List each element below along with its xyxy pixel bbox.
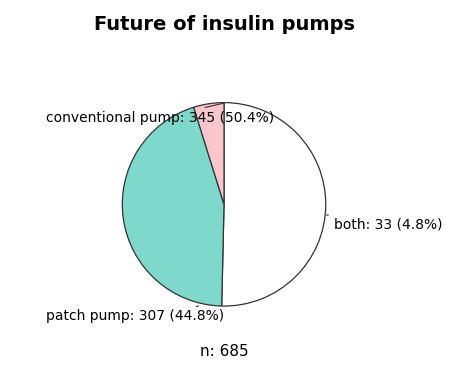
Wedge shape [194,103,224,204]
Text: both: 33 (4.8%): both: 33 (4.8%) [327,215,442,232]
Wedge shape [122,107,224,306]
Text: patch pump: 307 (44.8%): patch pump: 307 (44.8%) [46,306,224,323]
Wedge shape [222,103,326,306]
Text: n: 685: n: 685 [200,344,248,359]
Text: conventional pump: 345 (50.4%): conventional pump: 345 (50.4%) [46,103,274,125]
Title: Future of insulin pumps: Future of insulin pumps [93,15,355,34]
